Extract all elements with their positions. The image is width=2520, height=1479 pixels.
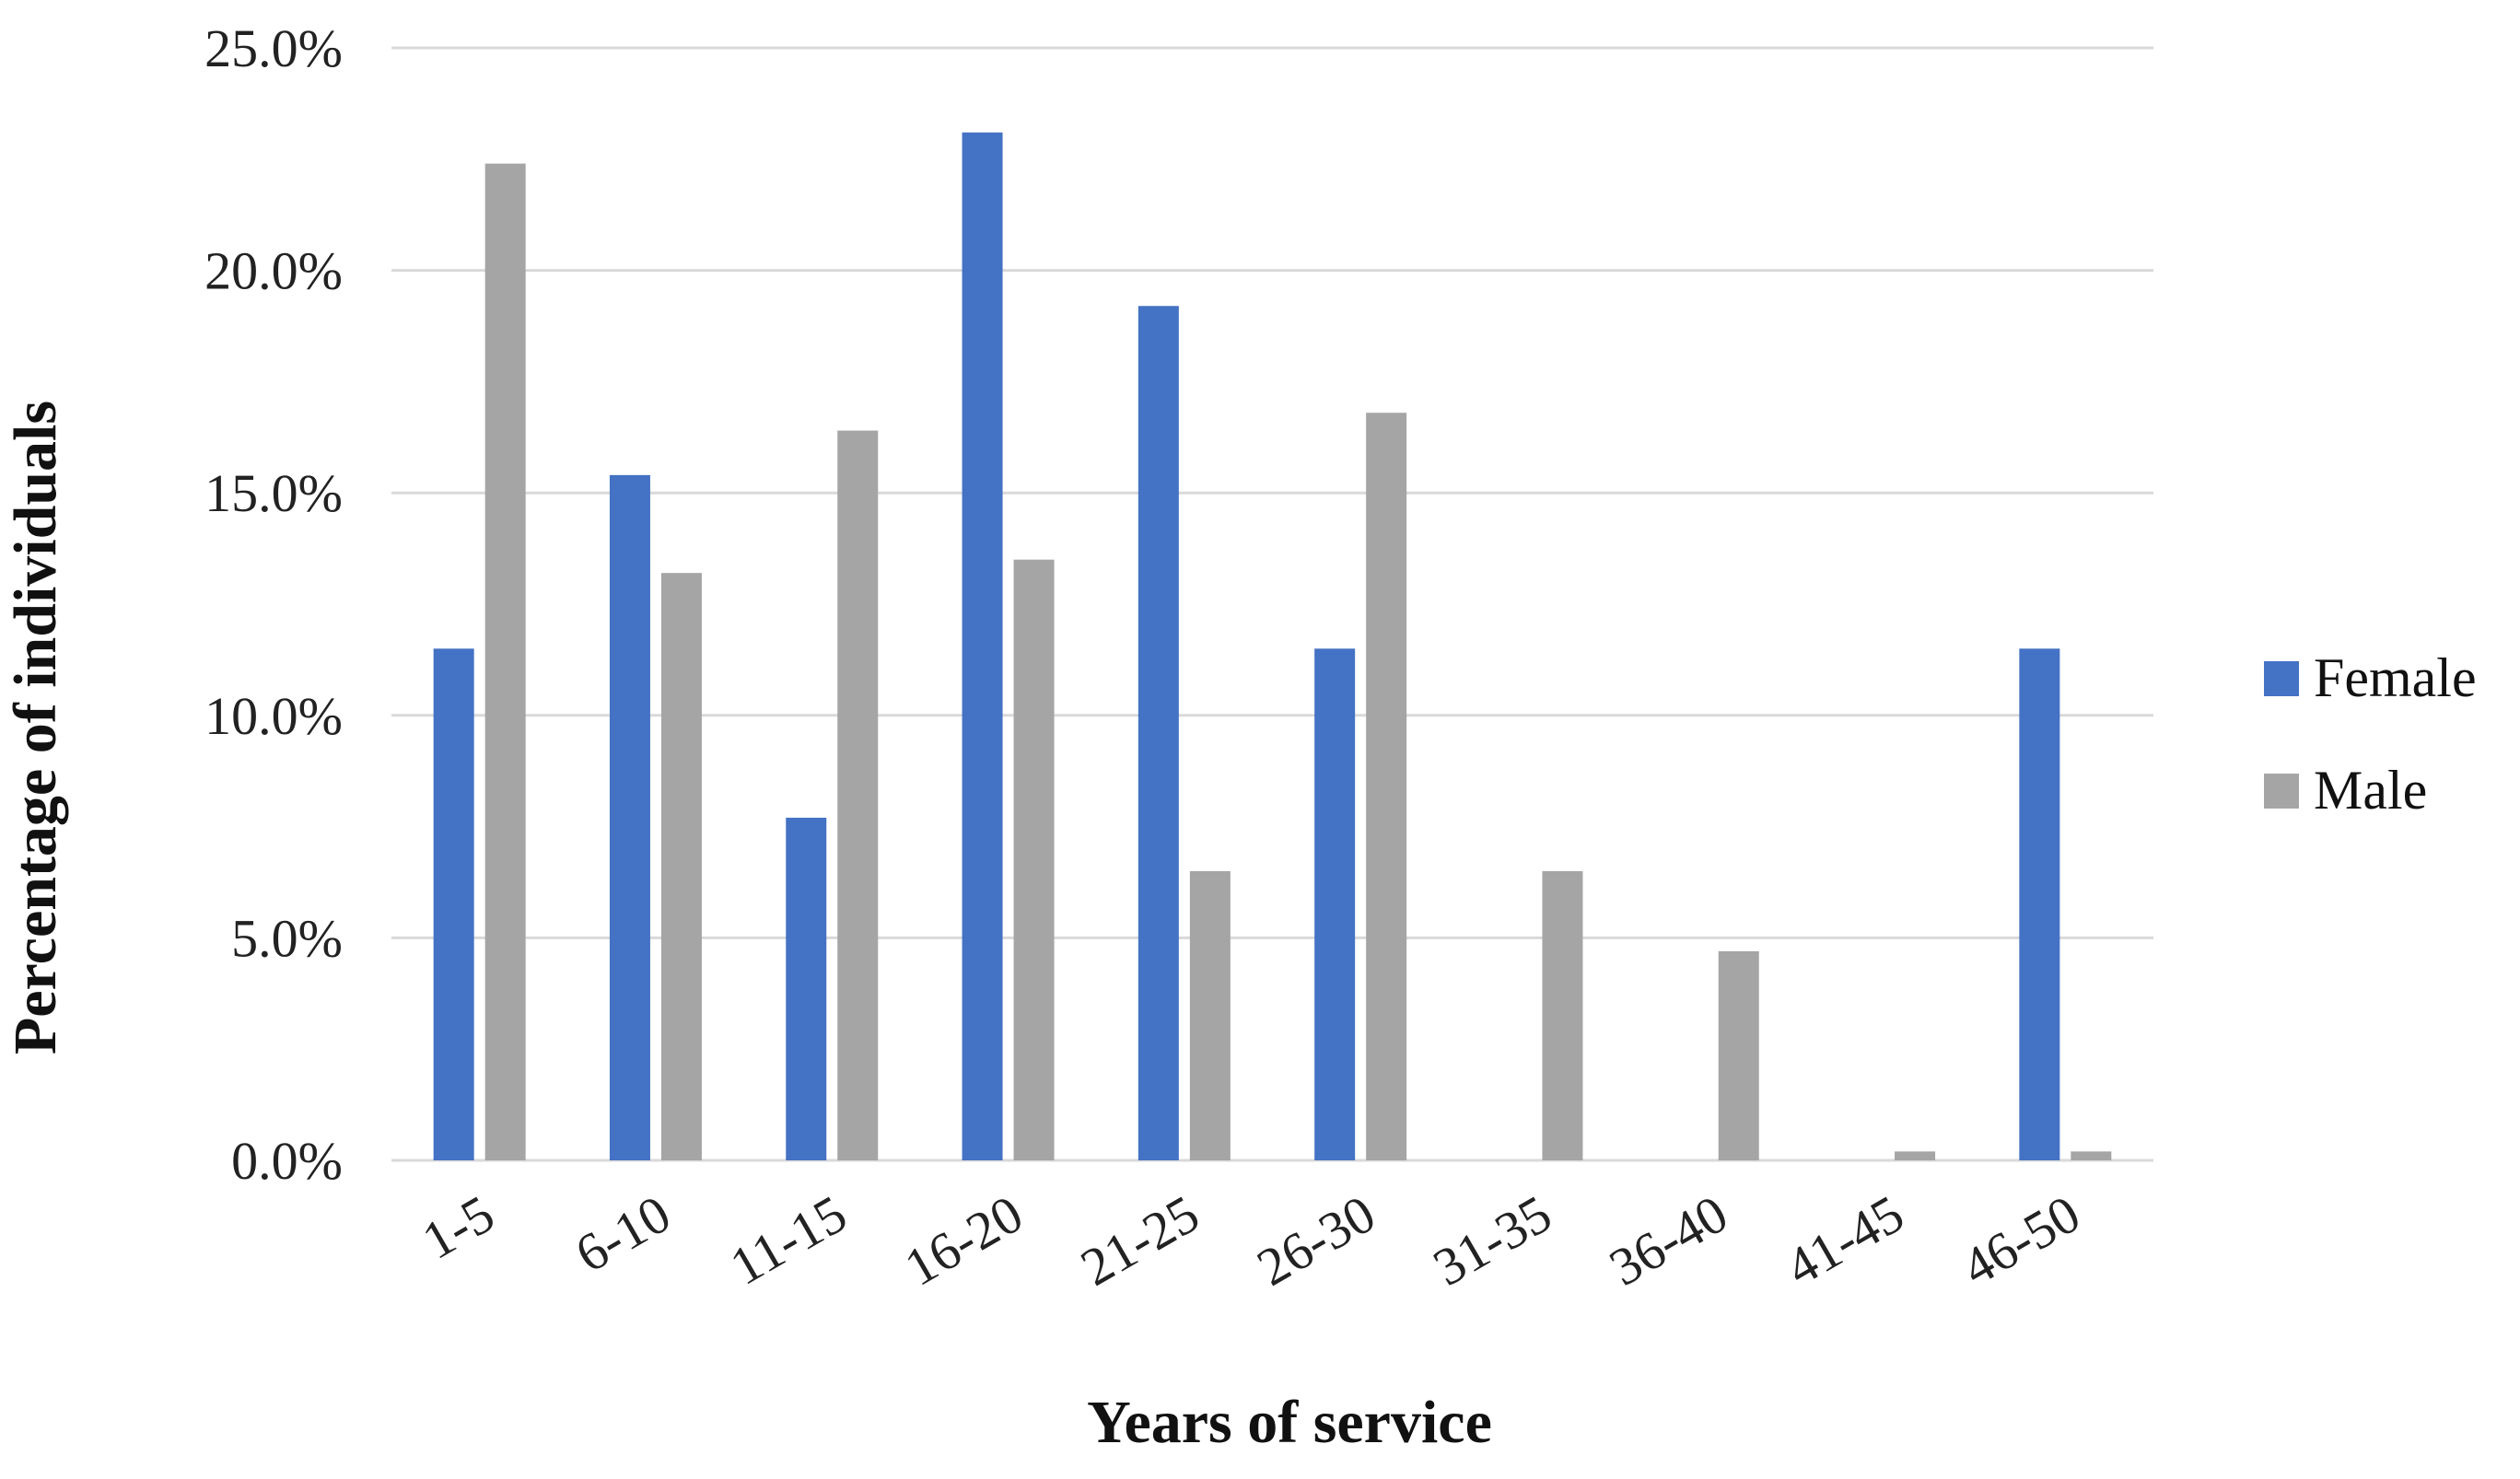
bar-male-36-40 xyxy=(1718,950,1759,1160)
x-tick-label: 31-35 xyxy=(1423,1183,1561,1298)
bar-female-6-10 xyxy=(609,474,650,1160)
bar-female-46-50 xyxy=(2019,648,2060,1160)
bar-male-46-50 xyxy=(2071,1151,2112,1160)
x-tick-label: 46-50 xyxy=(1952,1183,2090,1298)
x-tick-label: 36-40 xyxy=(1600,1183,1738,1298)
legend-label-male: Male xyxy=(2314,760,2427,821)
bar-male-41-45 xyxy=(1895,1151,1936,1160)
bar-male-1-5 xyxy=(484,163,526,1161)
y-tick-label: 5.0% xyxy=(231,908,343,968)
bar-female-1-5 xyxy=(433,648,474,1160)
bar-male-26-30 xyxy=(1366,413,1407,1160)
y-tick-label: 20.0% xyxy=(204,241,343,301)
y-tick-label: 0.0% xyxy=(231,1131,343,1191)
bar-female-11-15 xyxy=(786,817,827,1160)
gridlines xyxy=(391,46,2153,1162)
x-axis-title: Years of service xyxy=(1087,1389,1492,1456)
legend-swatch-female xyxy=(2264,661,2299,696)
bar-female-26-30 xyxy=(1314,648,1356,1160)
legend-label-female: Female xyxy=(2314,647,2477,708)
x-tick-label: 16-20 xyxy=(894,1183,1032,1298)
x-tick-label: 11-15 xyxy=(720,1183,857,1297)
bar-male-31-35 xyxy=(1542,870,1583,1160)
bar-male-21-25 xyxy=(1189,870,1231,1160)
bar-female-21-25 xyxy=(1138,306,1179,1161)
x-axis-ticks: 1-5 6-10 11-15 16-20 21-25 26-30 31-35 36-40 41-… xyxy=(413,1183,2090,1298)
y-axis-ticks: 0.0% 5.0% 10.0% 15.0% 20.0% 25.0% xyxy=(204,18,343,1191)
x-tick-label: 6-10 xyxy=(566,1183,681,1284)
y-tick-label: 25.0% xyxy=(204,18,343,78)
bar-male-16-20 xyxy=(1013,559,1055,1160)
bar-male-6-10 xyxy=(660,573,702,1160)
bars xyxy=(433,132,2112,1161)
x-tick-label: 1-5 xyxy=(413,1183,504,1271)
bar-male-11-15 xyxy=(837,430,879,1160)
y-tick-label: 15.0% xyxy=(204,463,343,523)
x-tick-label: 41-45 xyxy=(1776,1183,1914,1298)
bar-female-16-20 xyxy=(962,132,1003,1161)
legend: Female Male xyxy=(2264,647,2477,821)
y-tick-label: 10.0% xyxy=(204,686,343,746)
x-tick-label: 26-30 xyxy=(1247,1183,1385,1298)
legend-swatch-male xyxy=(2264,774,2299,809)
x-tick-label: 21-25 xyxy=(1071,1183,1209,1298)
y-axis-title: Percentage of individuals xyxy=(2,401,69,1054)
